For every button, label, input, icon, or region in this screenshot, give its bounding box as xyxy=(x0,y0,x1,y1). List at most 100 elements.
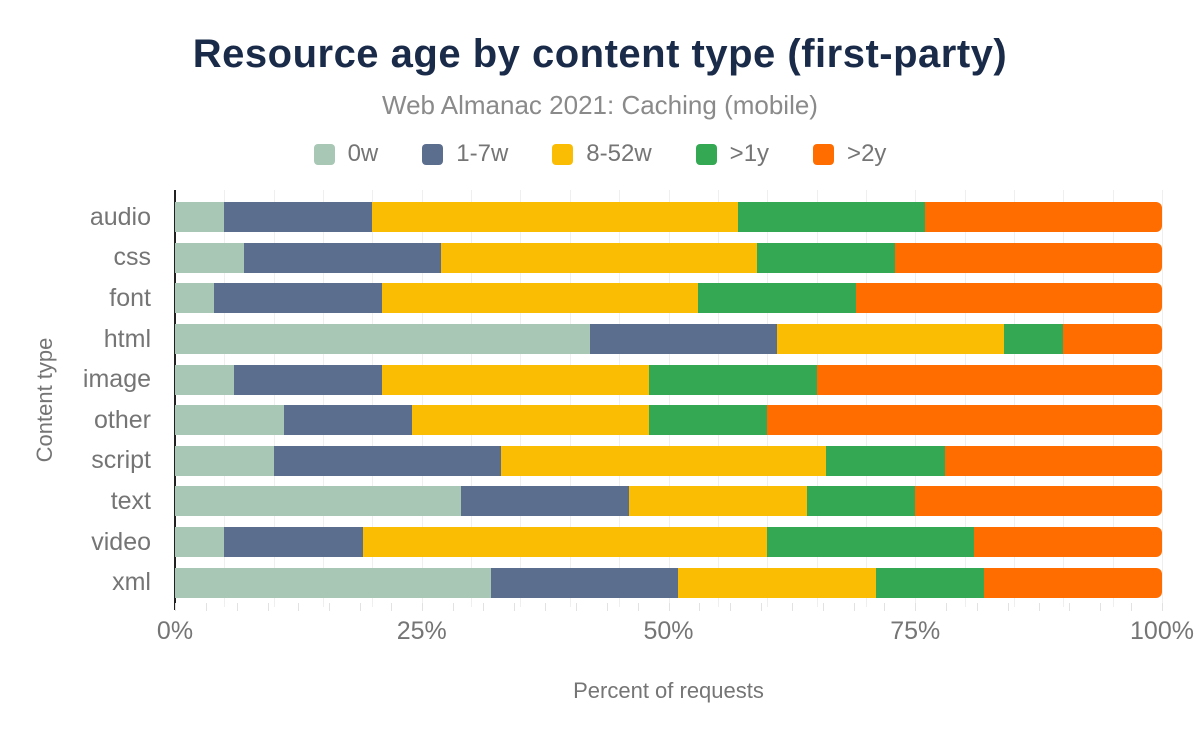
x-tick-label: 75% xyxy=(890,617,941,645)
bar-segment[interactable] xyxy=(224,202,373,233)
legend-item[interactable]: >2y xyxy=(813,140,886,168)
category-label: script xyxy=(91,446,151,475)
axis-tick xyxy=(360,603,362,611)
axis-tick xyxy=(884,603,886,611)
bar-row xyxy=(175,441,1162,482)
stacked-bar xyxy=(175,445,1162,476)
bar-segment[interactable] xyxy=(767,527,975,558)
bar-segment[interactable] xyxy=(678,567,876,598)
gridline xyxy=(520,190,522,607)
bar-segment[interactable] xyxy=(362,527,768,558)
bar-segment[interactable] xyxy=(441,242,758,273)
bar-segment[interactable] xyxy=(175,445,274,476)
bar-segment[interactable] xyxy=(175,324,590,355)
bar-segment[interactable] xyxy=(925,202,1162,233)
bar-segment[interactable] xyxy=(915,486,1162,517)
legend-item[interactable]: 8-52w xyxy=(552,140,652,168)
bar-segment[interactable] xyxy=(175,364,235,395)
bar-segment[interactable] xyxy=(372,202,738,233)
axis-tick xyxy=(791,603,793,611)
legend-item[interactable]: 0w xyxy=(313,140,378,168)
bar-segment[interactable] xyxy=(283,405,412,436)
bar-segment[interactable] xyxy=(629,486,807,517)
bar-segment[interactable] xyxy=(175,527,225,558)
bar-segment[interactable] xyxy=(175,242,245,273)
bar-segment[interactable] xyxy=(826,445,945,476)
bar-segment[interactable] xyxy=(273,445,501,476)
legend-swatch-icon xyxy=(552,143,574,165)
bar-segment[interactable] xyxy=(816,364,1162,395)
bar-segment[interactable] xyxy=(1004,324,1064,355)
bar-segment[interactable] xyxy=(974,527,1162,558)
bar-segment[interactable] xyxy=(875,567,985,598)
legend-swatch-icon xyxy=(813,143,835,165)
stacked-bar xyxy=(175,527,1162,558)
bar-segment[interactable] xyxy=(382,364,649,395)
bar-segment[interactable] xyxy=(411,405,649,436)
category-label: video xyxy=(91,527,151,556)
bar-row xyxy=(175,481,1162,522)
y-axis-category-labels: audio css font html image other script text vide… xyxy=(0,197,163,603)
bar-segment[interactable] xyxy=(757,242,896,273)
legend-swatch-icon xyxy=(313,143,335,165)
bar-segment[interactable] xyxy=(984,567,1162,598)
bar-segment[interactable] xyxy=(1063,324,1162,355)
bar-row xyxy=(175,278,1162,319)
bar-segment[interactable] xyxy=(175,202,225,233)
bar-segment[interactable] xyxy=(175,405,284,436)
x-tick-label: 0% xyxy=(156,617,194,645)
gridline xyxy=(619,190,621,607)
stacked-bar xyxy=(175,567,1162,598)
axis-tick xyxy=(637,603,639,611)
axis-tick xyxy=(267,603,269,611)
bar-segment[interactable] xyxy=(175,486,462,517)
bar-segment[interactable] xyxy=(589,324,778,355)
axis-tick xyxy=(575,603,577,611)
gridline xyxy=(767,190,769,607)
bar-segment[interactable] xyxy=(175,283,215,314)
axis-tick xyxy=(606,603,608,611)
gridline xyxy=(1013,190,1015,607)
gridline xyxy=(964,190,966,607)
x-axis-title: Percent of requests xyxy=(573,678,764,703)
bar-segment[interactable] xyxy=(944,445,1162,476)
legend-item-label: >1y xyxy=(729,140,770,167)
bar-segment[interactable] xyxy=(648,364,817,395)
gridline xyxy=(471,190,473,607)
bar-segment[interactable] xyxy=(214,283,383,314)
x-tick-label: 100% xyxy=(1130,617,1194,645)
axis-tick xyxy=(976,603,978,611)
stacked-bar xyxy=(175,405,1162,436)
category-label: audio xyxy=(89,202,151,231)
bar-segment[interactable] xyxy=(490,567,679,598)
legend-item[interactable]: >1y xyxy=(695,140,770,168)
legend-item[interactable]: 1-7w xyxy=(422,140,508,168)
bar-segment[interactable] xyxy=(500,445,827,476)
bar-segment[interactable] xyxy=(855,283,1162,314)
bar-segment[interactable] xyxy=(648,405,768,436)
gridline xyxy=(323,190,325,607)
axis-tick xyxy=(668,603,670,611)
bar-segment[interactable] xyxy=(806,486,916,517)
gridline xyxy=(569,190,571,607)
category-label: font xyxy=(109,283,151,312)
axis-tick xyxy=(1038,603,1040,611)
bar-segment[interactable] xyxy=(244,242,442,273)
bar-segment[interactable] xyxy=(175,567,491,598)
category-label: css xyxy=(113,243,152,272)
bar-segment[interactable] xyxy=(737,202,926,233)
bar-row xyxy=(175,238,1162,279)
bar-segment[interactable] xyxy=(382,283,699,314)
x-tick-label: 25% xyxy=(396,617,447,645)
bar-segment[interactable] xyxy=(224,527,363,558)
bar-segment[interactable] xyxy=(698,283,856,314)
chart-title: Resource age by content type (first-part… xyxy=(192,32,1008,76)
bar-segment[interactable] xyxy=(234,364,383,395)
bar-segment[interactable] xyxy=(777,324,1005,355)
bar-segment[interactable] xyxy=(895,242,1162,273)
gridline xyxy=(1063,190,1065,607)
axis-tick xyxy=(822,603,824,611)
bar-segment[interactable] xyxy=(767,405,1162,436)
bar-segment[interactable] xyxy=(461,486,629,517)
